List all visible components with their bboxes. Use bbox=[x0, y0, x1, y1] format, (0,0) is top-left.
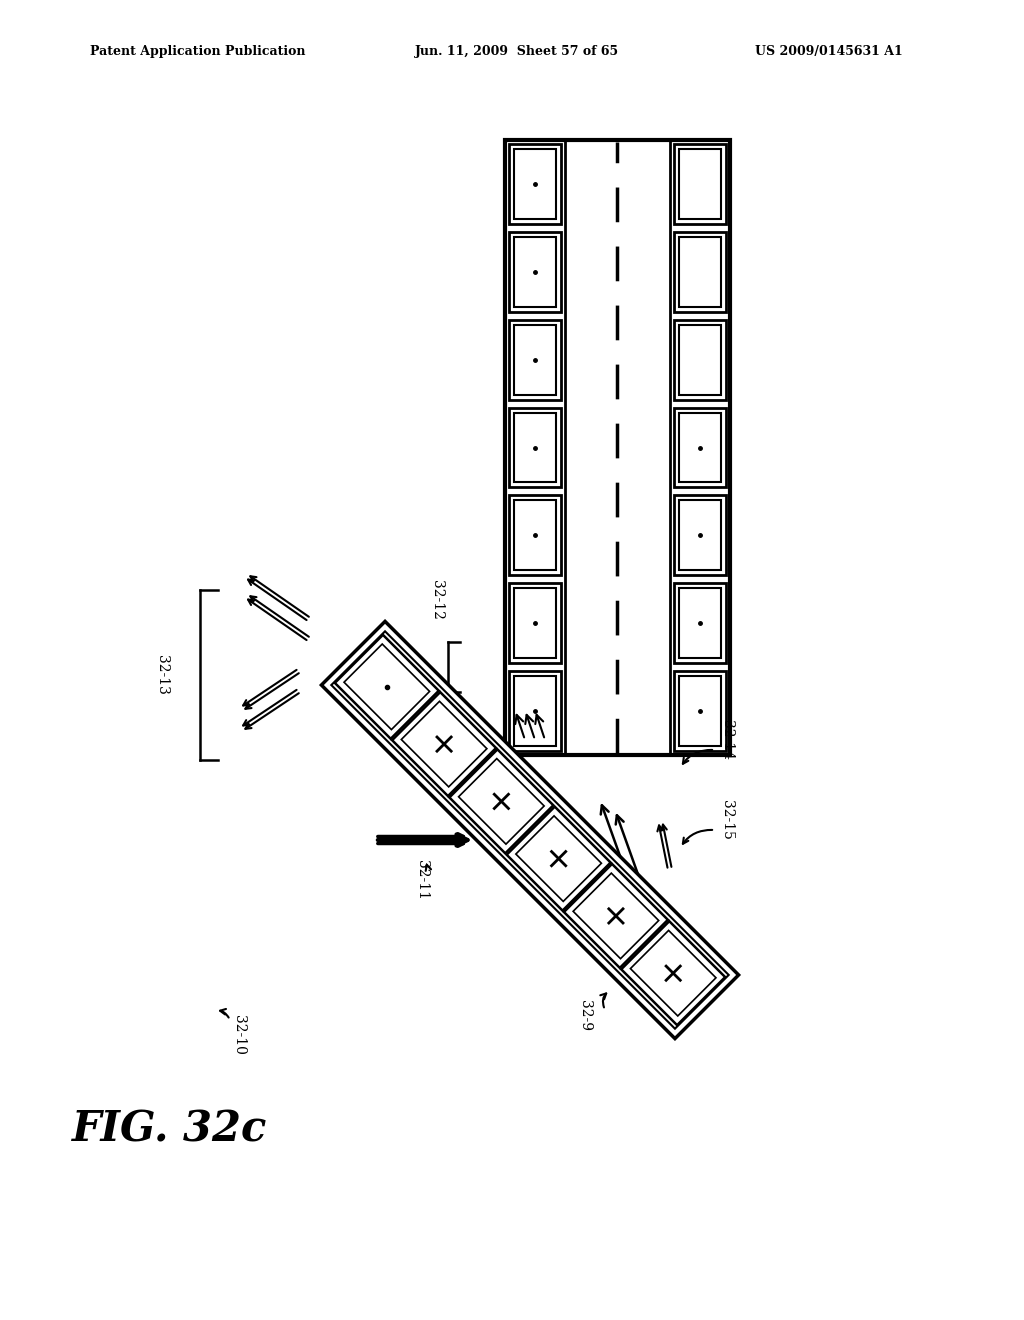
Bar bbox=[514, 500, 556, 570]
Bar bbox=[679, 149, 721, 219]
Bar bbox=[509, 583, 561, 663]
Text: 32-12: 32-12 bbox=[430, 579, 444, 620]
Text: FIG. 32c: FIG. 32c bbox=[72, 1109, 267, 1151]
Bar bbox=[509, 144, 561, 224]
Bar bbox=[509, 408, 561, 487]
Bar bbox=[679, 413, 721, 482]
Bar bbox=[674, 583, 726, 663]
Text: 32-11: 32-11 bbox=[415, 861, 429, 900]
Polygon shape bbox=[622, 921, 725, 1026]
Text: 32-15: 32-15 bbox=[720, 800, 734, 840]
Bar bbox=[509, 232, 561, 312]
Text: Patent Application Publication: Patent Application Publication bbox=[90, 45, 305, 58]
Text: 32-14: 32-14 bbox=[720, 719, 734, 760]
Bar bbox=[509, 495, 561, 576]
Bar bbox=[505, 140, 730, 755]
Bar bbox=[674, 408, 726, 487]
Text: US 2009/0145631 A1: US 2009/0145631 A1 bbox=[755, 45, 903, 58]
Polygon shape bbox=[450, 750, 553, 853]
Text: 32-10: 32-10 bbox=[232, 1015, 246, 1055]
Text: 32-9: 32-9 bbox=[578, 999, 592, 1031]
Polygon shape bbox=[335, 635, 438, 739]
Bar bbox=[674, 495, 726, 576]
Bar bbox=[674, 319, 726, 400]
Bar bbox=[674, 232, 726, 312]
Bar bbox=[679, 676, 721, 746]
Bar bbox=[509, 319, 561, 400]
Bar bbox=[514, 149, 556, 219]
Bar bbox=[509, 671, 561, 751]
Polygon shape bbox=[564, 865, 668, 968]
Bar bbox=[514, 325, 556, 395]
Polygon shape bbox=[507, 807, 610, 911]
Bar bbox=[674, 144, 726, 224]
Bar bbox=[679, 500, 721, 570]
Bar bbox=[679, 236, 721, 306]
Bar bbox=[679, 589, 721, 659]
Text: 32-13: 32-13 bbox=[155, 655, 169, 694]
Bar bbox=[514, 676, 556, 746]
Bar bbox=[514, 589, 556, 659]
Bar bbox=[514, 236, 556, 306]
Polygon shape bbox=[392, 692, 496, 796]
Bar bbox=[679, 325, 721, 395]
Polygon shape bbox=[322, 622, 738, 1039]
Text: Jun. 11, 2009  Sheet 57 of 65: Jun. 11, 2009 Sheet 57 of 65 bbox=[415, 45, 620, 58]
Bar bbox=[674, 671, 726, 751]
Bar bbox=[514, 413, 556, 482]
